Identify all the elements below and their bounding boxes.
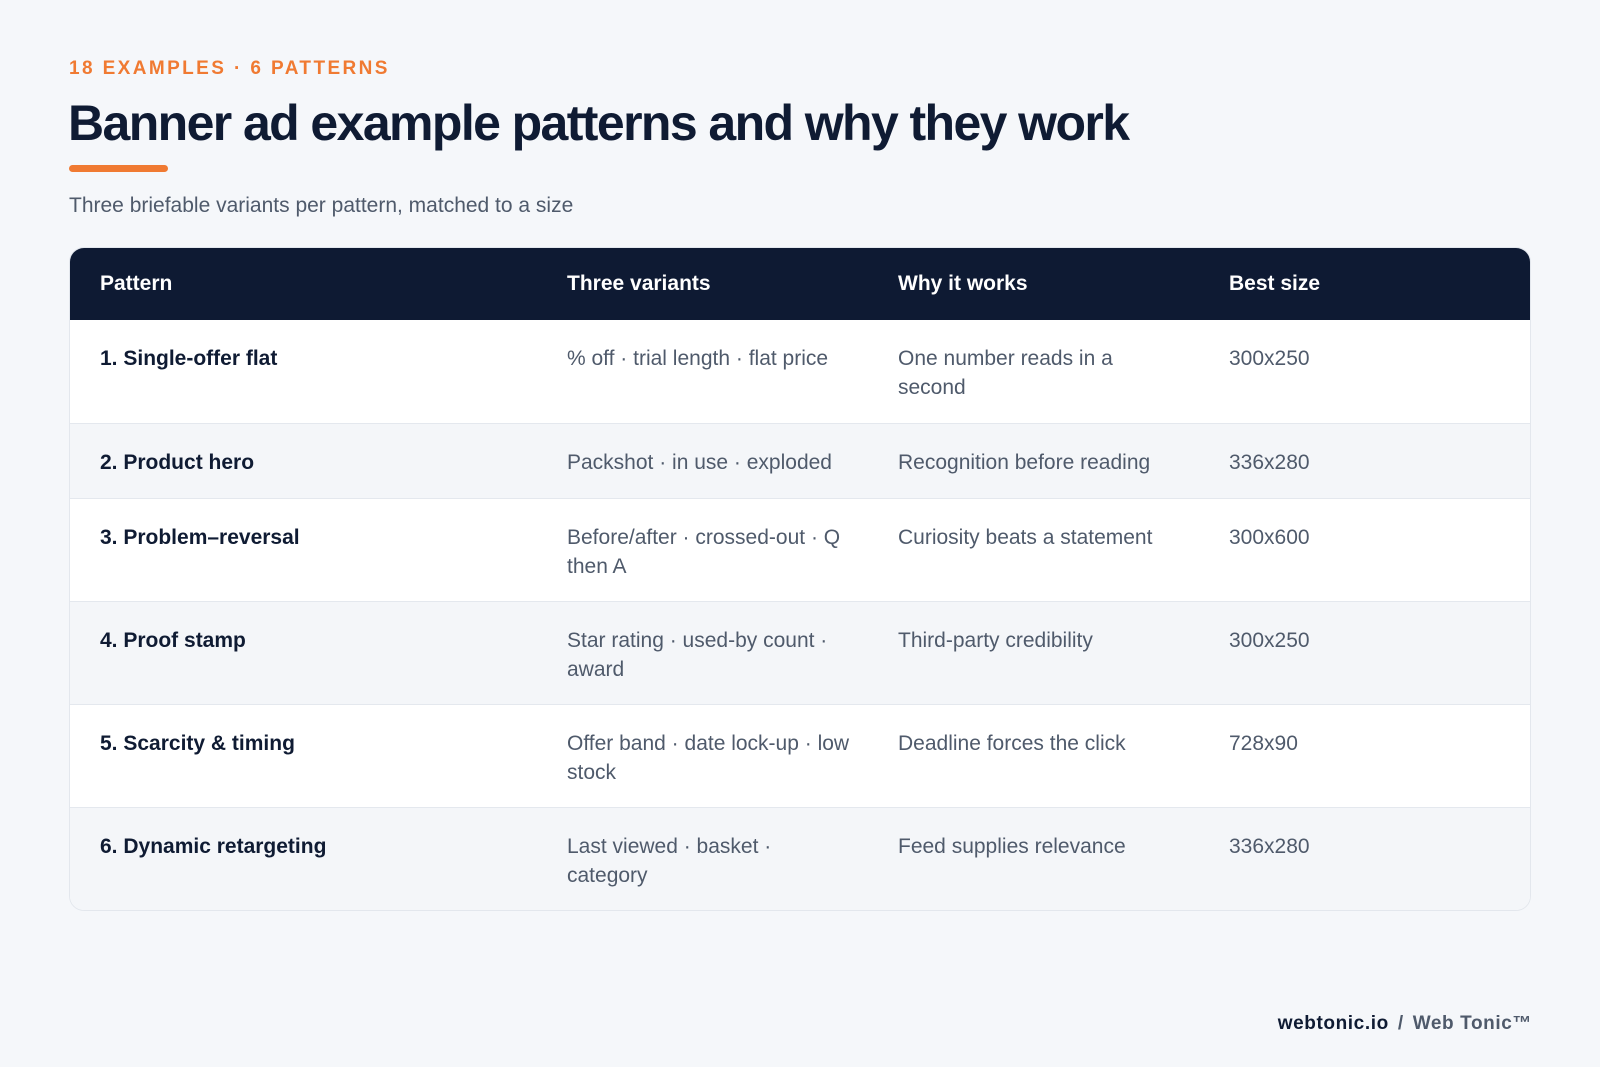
table-header: Pattern Three variants Why it works Best… xyxy=(70,248,1530,320)
column-header-variants: Three variants xyxy=(567,272,711,295)
size-cell: 728x90 xyxy=(1229,732,1298,755)
column-header-pattern: Pattern xyxy=(100,272,173,295)
why-cell: Deadline forces the click xyxy=(898,732,1126,755)
table-row: 3. Problem–reversal Before/after · cross… xyxy=(70,498,1530,601)
table-row: 4. Proof stamp Star rating · used-by cou… xyxy=(70,601,1530,704)
variants-cell: % off · trial length · flat price xyxy=(567,347,829,370)
title-accent-bar xyxy=(69,165,168,172)
table-row: 5. Scarcity & timing Offer band · date l… xyxy=(70,704,1530,807)
table-row: 2. Product hero Packshot · in use · expl… xyxy=(70,423,1530,498)
pattern-cell: 2. Product hero xyxy=(100,451,255,474)
pattern-cell: 3. Problem–reversal xyxy=(100,526,300,549)
footer-separator: / xyxy=(1397,1013,1404,1034)
column-header-size: Best size xyxy=(1229,272,1321,295)
page-title: Banner ad example patterns and why they … xyxy=(68,95,1130,151)
column-header-why: Why it works xyxy=(898,272,1028,295)
variants-cell: Last viewed · basket · category xyxy=(567,835,772,887)
variants-cell: Star rating · used-by count · award xyxy=(567,629,828,681)
size-cell: 300x250 xyxy=(1229,347,1310,370)
size-cell: 336x280 xyxy=(1229,451,1310,474)
size-cell: 300x250 xyxy=(1229,629,1310,652)
eyebrow-label: 18 EXAMPLES · 6 PATTERNS xyxy=(69,58,390,79)
footer-site-link[interactable]: webtonic.io xyxy=(1277,1013,1389,1034)
why-cell: Third-party credibility xyxy=(898,629,1093,652)
table-row: 1. Single-offer flat % off · trial lengt… xyxy=(70,320,1530,423)
variants-cell: Before/after · crossed-out · Q then A xyxy=(567,526,841,578)
pattern-cell: 1. Single-offer flat xyxy=(100,347,278,370)
pattern-cell: 4. Proof stamp xyxy=(100,629,246,652)
why-cell: Feed supplies relevance xyxy=(898,835,1126,858)
variants-cell: Offer band · date lock-up · low stock xyxy=(567,732,850,784)
why-cell: Curiosity beats a statement xyxy=(898,526,1153,549)
page-subtitle: Three briefable variants per pattern, ma… xyxy=(69,194,574,217)
why-cell: One number reads in a second xyxy=(898,347,1113,399)
patterns-table: Pattern Three variants Why it works Best… xyxy=(70,248,1530,910)
why-cell: Recognition before reading xyxy=(898,451,1151,474)
footer-brand: Web Tonic™ xyxy=(1412,1013,1532,1034)
size-cell: 300x600 xyxy=(1229,526,1310,549)
size-cell: 336x280 xyxy=(1229,835,1310,858)
pattern-cell: 6. Dynamic retargeting xyxy=(100,835,327,858)
table-row: 6. Dynamic retargeting Last viewed · bas… xyxy=(70,807,1530,910)
pattern-cell: 5. Scarcity & timing xyxy=(100,732,295,755)
footer-credit: webtonic.io / Web Tonic™ xyxy=(1278,1013,1532,1035)
variants-cell: Packshot · in use · exploded xyxy=(567,451,832,474)
